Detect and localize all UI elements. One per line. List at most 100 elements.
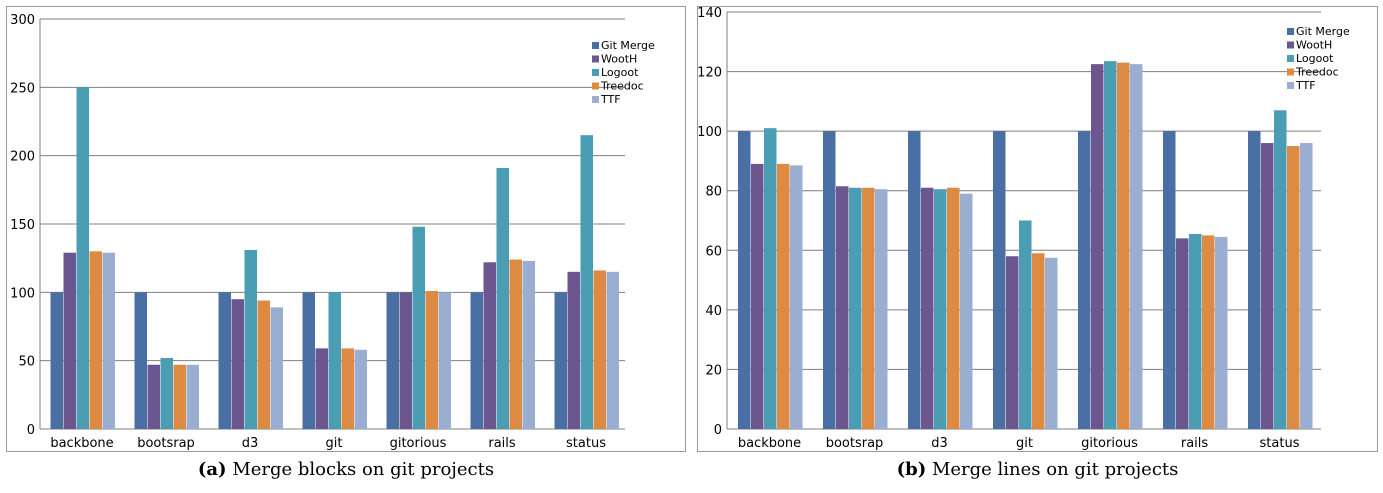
caption-merge-blocks: (a) Merge blocks on git projects — [0, 459, 692, 480]
bar-wooth — [483, 262, 496, 429]
bar-wooth — [567, 271, 580, 429]
bar-ttf — [1300, 143, 1313, 430]
bar-wooth — [836, 186, 849, 429]
bar-logoot — [580, 135, 593, 429]
y-tick-label: 300 — [10, 13, 35, 28]
legend-label: Treedoc — [1295, 66, 1339, 79]
y-tick-label: 20 — [705, 363, 722, 378]
legend-swatch — [1287, 82, 1294, 89]
bar-logoot — [76, 87, 89, 429]
bar-wooth — [1006, 256, 1019, 429]
y-tick-label: 100 — [10, 286, 35, 301]
bar-logoot — [849, 187, 862, 429]
bar-treedoc — [862, 187, 875, 429]
legend-swatch — [592, 69, 599, 76]
x-tick-label: rails — [1181, 436, 1209, 451]
bar-treedoc — [1287, 146, 1300, 430]
bar-wooth — [1176, 238, 1189, 429]
legend-label: TTF — [1295, 79, 1316, 92]
bar-wooth — [147, 364, 160, 429]
bar-treedoc — [1202, 235, 1215, 429]
y-tick-label: 120 — [697, 66, 722, 81]
bar-treedoc — [947, 187, 960, 429]
x-tick-label: backbone — [738, 436, 801, 451]
y-tick-label: 140 — [697, 6, 722, 21]
caption-label: (a) — [197, 459, 227, 480]
bar-wooth — [1091, 64, 1104, 429]
x-tick-label: rails — [488, 436, 516, 451]
bar-logoot — [412, 226, 425, 429]
bar-git-merge — [50, 292, 63, 429]
bar-wooth — [751, 163, 764, 429]
y-tick-label: 40 — [705, 304, 722, 319]
bar-ttf — [270, 307, 283, 429]
bar-treedoc — [509, 259, 522, 429]
bar-wooth — [1261, 143, 1274, 430]
bar-git-merge — [1248, 131, 1261, 429]
chart-merge-blocks: 0 50 100 150 200 250 300 backbone bootsrap d3 git g… — [6, 6, 686, 452]
bar-logoot — [1104, 61, 1117, 430]
bar-treedoc — [173, 364, 186, 429]
legend-swatch — [592, 55, 599, 63]
legend-label: Treedoc — [600, 80, 644, 93]
y-tick-label: 100 — [697, 125, 722, 140]
bar-ttf — [790, 165, 803, 429]
bar-ttf — [186, 364, 199, 429]
legend-label: Git Merge — [1296, 25, 1350, 38]
x-tick-label: bootsrap — [826, 436, 884, 451]
caption-label: (b) — [896, 459, 927, 480]
y-tick-label: 200 — [10, 150, 35, 165]
legend-label: Logoot — [1296, 52, 1334, 65]
bar-git-merge — [993, 131, 1006, 429]
bar-logoot — [1019, 220, 1032, 429]
x-tick-label: bootsrap — [137, 436, 195, 451]
x-tick-label: d3 — [931, 436, 948, 451]
bar-git-merge — [134, 292, 147, 429]
chart-merge-lines: 0 20 40 60 80 100 120 140 backbone bootsrap d3 git g… — [697, 6, 1378, 452]
bar-ttf — [960, 193, 973, 429]
bar-ttf — [875, 189, 888, 429]
bar-git-merge — [1078, 131, 1091, 429]
bar-git-merge — [554, 292, 567, 429]
x-tick-label: gitorious — [390, 436, 447, 451]
bar-ttf — [1130, 64, 1143, 429]
caption-text: Merge lines on git projects — [931, 459, 1179, 480]
y-tick-label: 50 — [18, 355, 35, 370]
legend-label: Logoot — [601, 66, 639, 79]
bar-git-merge — [738, 131, 751, 429]
legend-swatch — [1287, 41, 1294, 49]
bar-wooth — [231, 299, 244, 429]
bar-ttf — [522, 260, 535, 429]
bar-wooth — [315, 348, 328, 429]
y-tick-label: 80 — [705, 185, 722, 200]
y-tick-label: 60 — [705, 244, 722, 259]
bar-logoot — [244, 249, 257, 429]
bar-git-merge — [386, 292, 399, 429]
bar-git-merge — [1163, 131, 1176, 429]
bar-treedoc — [257, 300, 270, 429]
bar-treedoc — [777, 163, 790, 429]
bar-logoot — [1274, 110, 1287, 430]
bar-ttf — [606, 271, 619, 429]
chart-svg: 0 20 40 60 80 100 120 140 backbone bootsrap d3 git g… — [697, 6, 1378, 452]
x-tick-label: d3 — [242, 436, 259, 451]
chart-svg: 0 50 100 150 200 250 300 backbone bootsrap d3 git g… — [6, 6, 686, 452]
x-tick-label: backbone — [50, 436, 113, 451]
caption-merge-lines: (b) Merge lines on git projects — [692, 459, 1383, 480]
bar-git-merge — [823, 131, 836, 429]
bar-logoot — [160, 357, 173, 429]
bar-logoot — [328, 292, 341, 429]
legend-swatch — [1287, 68, 1294, 76]
legend-swatch — [592, 42, 599, 49]
bar-logoot — [496, 167, 509, 429]
y-tick-label: 0 — [714, 423, 722, 438]
x-tick-label: git — [1016, 436, 1033, 451]
bar-git-merge — [470, 292, 483, 429]
bar-git-merge — [302, 292, 315, 429]
legend-swatch — [1287, 55, 1294, 62]
legend-swatch — [592, 96, 599, 103]
y-tick-label: 250 — [10, 81, 35, 96]
bar-git-merge — [908, 131, 921, 429]
bar-ttf — [1215, 236, 1228, 429]
x-tick-label: status — [566, 436, 606, 451]
